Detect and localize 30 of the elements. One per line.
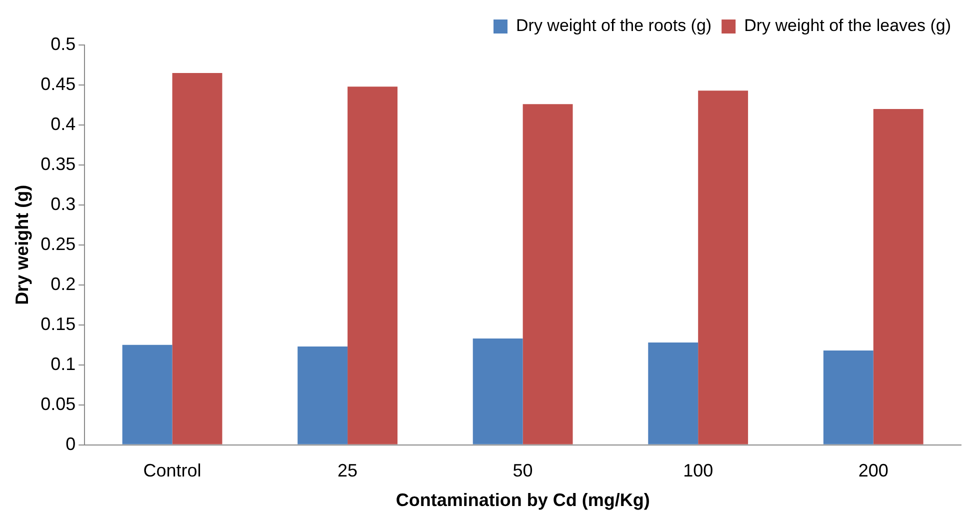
- x-tick-label: 200: [858, 460, 888, 481]
- y-axis-title: Dry weight (g): [12, 184, 32, 305]
- y-tick-label: 0.25: [40, 234, 76, 254]
- x-tick-label: 25: [338, 460, 358, 481]
- bar: [648, 342, 698, 444]
- bar: [348, 86, 398, 444]
- bar: [698, 90, 748, 444]
- y-tick-label: 0.45: [40, 74, 76, 94]
- legend-label: Dry weight of the roots (g): [516, 16, 712, 36]
- y-tick-label: 0.5: [50, 34, 76, 54]
- x-tick-label: Control: [143, 460, 202, 481]
- bar: [522, 104, 573, 444]
- bar: [823, 350, 874, 444]
- bar: [172, 72, 222, 444]
- y-tick-label: 0.4: [50, 114, 76, 134]
- y-tick-label: 0.2: [50, 274, 76, 294]
- x-tick-label: 50: [512, 460, 533, 481]
- x-axis-title: Contamination by Cd (mg/Kg): [396, 490, 650, 510]
- x-tick-label: 100: [683, 460, 714, 481]
- bar: [472, 338, 523, 444]
- bar: [873, 108, 924, 444]
- y-tick-label: 0: [66, 434, 76, 454]
- y-tick-label: 0.3: [50, 194, 76, 214]
- y-tick-label: 0.05: [40, 394, 76, 414]
- y-tick-label: 0.1: [50, 354, 76, 374]
- y-tick-label: 0.15: [40, 314, 76, 334]
- bar: [122, 344, 172, 444]
- bar: [298, 346, 348, 444]
- y-tick-label: 0.35: [40, 154, 76, 174]
- legend-label: Dry weight of the leaves (g): [744, 16, 951, 36]
